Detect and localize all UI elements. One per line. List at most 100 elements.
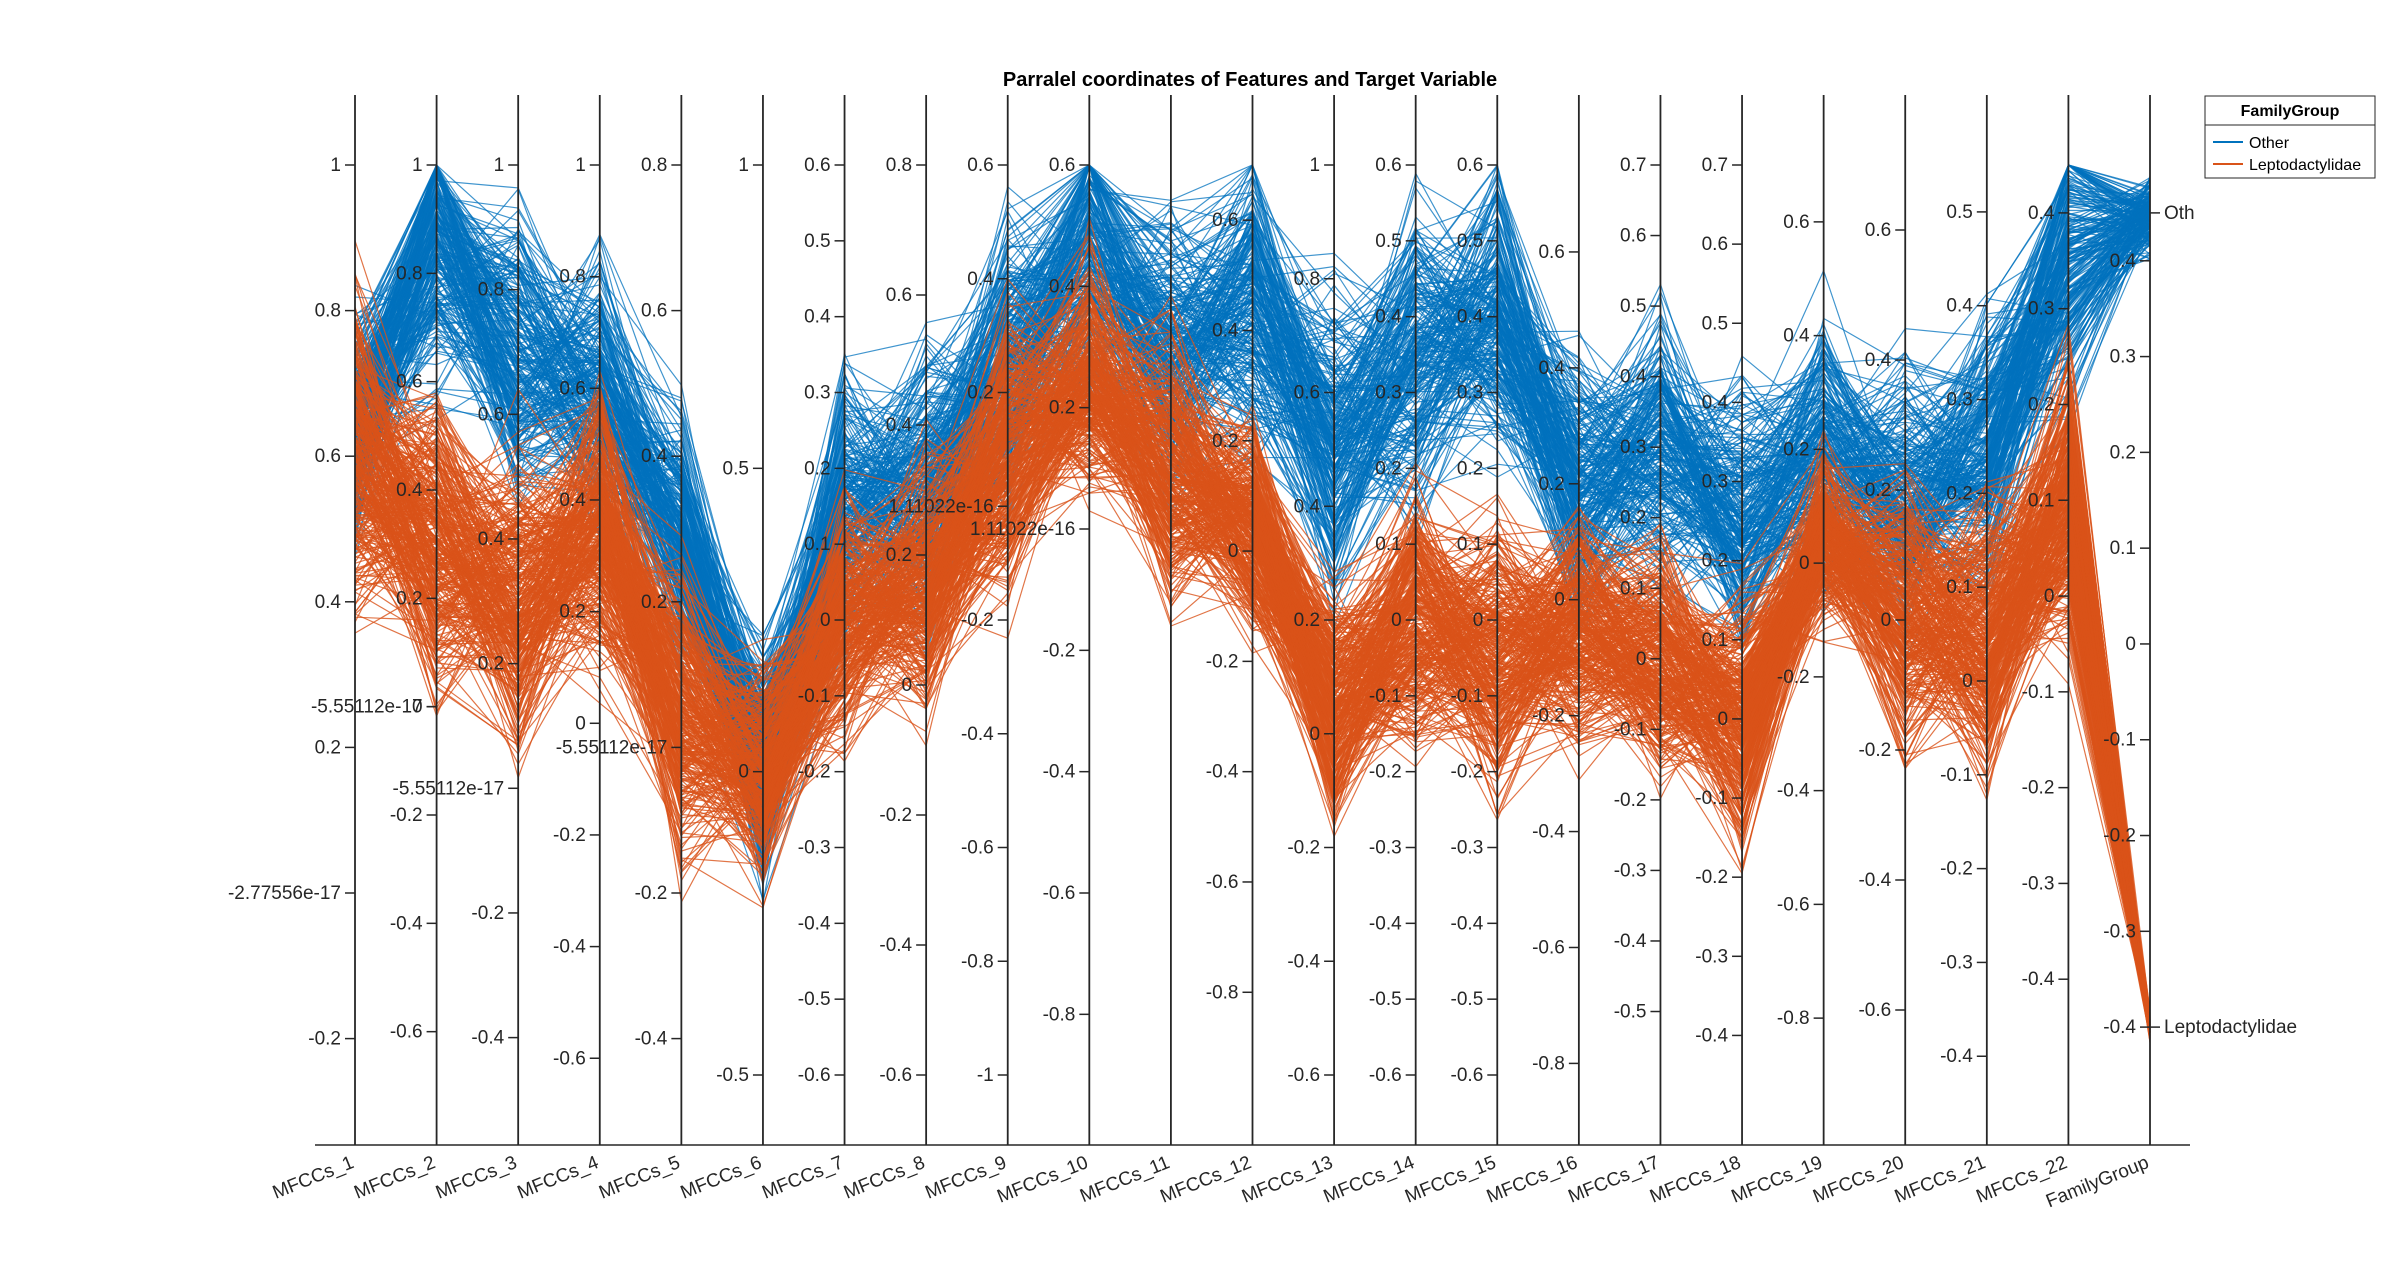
axis-tick-label: 0.3 — [2028, 299, 2054, 320]
axis-tick-label: 0 — [412, 697, 423, 718]
axis-tick-label: 1.11022e-16 — [970, 519, 1075, 540]
axis-tick-label: 0.6 — [1865, 220, 1891, 241]
right-axis-category-label: Leptodactylidae — [2164, 1017, 2297, 1038]
axis-tick-label: -0.3 — [1451, 838, 1484, 859]
axis-tick-label: 0.6 — [804, 155, 830, 176]
axis-tick-label: -0.2 — [879, 805, 912, 826]
axis-tick-label: 0.2 — [2110, 442, 2136, 463]
axis-tick-label: 0.5 — [1457, 231, 1483, 252]
axis-name-label: MFCCs_18 — [1647, 1152, 1744, 1207]
axis-tick-label: -0.4 — [635, 1029, 668, 1050]
axis-tick-label: 0.6 — [886, 285, 912, 306]
axis-tick-label: -0.2 — [798, 762, 831, 783]
axis-tick-label: 0.2 — [315, 737, 341, 758]
axis-tick-label: -0.6 — [1043, 883, 1076, 904]
axis-tick-label: 0 — [1473, 610, 1484, 631]
axis-tick-label: -0.8 — [1777, 1008, 1810, 1029]
axis-tick-label: 0.2 — [559, 602, 585, 623]
axis-name-label: MFCCs_21 — [1892, 1152, 1989, 1207]
axis-tick-label: 0.6 — [641, 301, 667, 322]
axis-tick-label: 0.6 — [967, 155, 993, 176]
axis-tick-label: -0.3 — [2103, 921, 2136, 942]
axis-tick-label: 0.4 — [967, 269, 994, 290]
axis-tick-label: -0.6 — [798, 1065, 831, 1086]
axis-tick-label: -0.2 — [1206, 651, 1239, 672]
axis-tick-label: 0.4 — [1375, 307, 1402, 328]
axis-tick-label: -0.8 — [1532, 1053, 1565, 1074]
axis-tick-label: -0.1 — [1614, 719, 1647, 740]
axis-tick-label: 1 — [494, 155, 505, 176]
axis-tick-label: -0.6 — [1858, 1000, 1891, 1021]
axis-tick-label: -0.4 — [1614, 931, 1647, 952]
axis-name-label: MFCCs_17 — [1565, 1152, 1662, 1207]
axis-tick-label: -1 — [977, 1065, 994, 1086]
axis-tick-label: -0.2 — [553, 825, 586, 846]
axis-tick-label: 0.2 — [967, 383, 993, 404]
axis-tick-label: -0.3 — [2022, 873, 2055, 894]
axis-tick-label: 0.7 — [1620, 155, 1646, 176]
axis-tick-label: -0.1 — [2022, 682, 2055, 703]
axis-tick-label: -0.2 — [635, 883, 668, 904]
axis-tick-label: -5.55112e-17 — [393, 778, 505, 799]
axis-tick-label: 0.4 — [1457, 307, 1484, 328]
axis-tick-label: 0.4 — [886, 415, 913, 436]
axis-tick-label: -0.3 — [1695, 946, 1728, 967]
axis-tick-label: -0.1 — [1451, 686, 1484, 707]
axis-tick-label: 0.6 — [1538, 242, 1564, 263]
axis-tick-label: 0.1 — [1946, 577, 1972, 598]
axis-tick-label: 1 — [412, 155, 423, 176]
axis-tick-label: 0 — [1554, 590, 1565, 611]
axis-tick-label: 1 — [330, 155, 341, 176]
axis-name-label: MFCCs_3 — [433, 1152, 520, 1204]
axis-tick-label: 0.6 — [559, 378, 585, 399]
axis-tick-label: 0.3 — [1457, 383, 1483, 404]
axis-name-label: MFCCs_4 — [514, 1152, 602, 1204]
axis-tick-label: -0.2 — [1777, 667, 1810, 688]
axis-tick-label: -0.4 — [1451, 913, 1484, 934]
axis-tick-label: 0.4 — [2028, 203, 2055, 224]
axis-tick-label: 1 — [1310, 155, 1321, 176]
axis-tick-label: -0.4 — [1206, 762, 1239, 783]
axis-name-label: MFCCs_8 — [841, 1152, 928, 1204]
axis-tick-label: 0.1 — [1375, 534, 1401, 555]
axis-tick-label: -0.2 — [1858, 740, 1891, 761]
axis-tick-label: 0.6 — [1049, 155, 1075, 176]
axis-tick-label: -0.2 — [2103, 826, 2136, 847]
axis-tick-label: -0.8 — [1043, 1004, 1076, 1025]
axis-tick-label: 0.2 — [1212, 431, 1238, 452]
axis-tick-label: -0.6 — [390, 1022, 423, 1043]
axis-tick-label: -0.5 — [798, 989, 831, 1010]
axis-tick-label: 0.7 — [1702, 155, 1728, 176]
axis-tick-label: 0.8 — [1294, 269, 1320, 290]
axis-tick-label: -0.4 — [879, 935, 912, 956]
axis-tick-label: -0.1 — [2103, 730, 2136, 751]
axis-tick-label: -0.2 — [1287, 838, 1320, 859]
axis-tick-label: 0.8 — [886, 155, 912, 176]
axis-tick-label: -0.3 — [1614, 860, 1647, 881]
axis-tick-label: -5.55112e-17 — [556, 737, 668, 758]
axis-tick-label: -0.5 — [1369, 989, 1402, 1010]
axis-tick-label: 0.4 — [478, 529, 505, 550]
axis-tick-label: 0 — [1228, 541, 1239, 562]
axis-tick-label: -0.4 — [390, 913, 423, 934]
axis-tick-label: 0.4 — [1294, 496, 1321, 517]
axis-tick-label: 1 — [575, 155, 586, 176]
axis-tick-label: 0.6 — [396, 372, 422, 393]
axis-tick-label: 0.5 — [723, 458, 749, 479]
axis-tick-label: 0.2 — [1049, 398, 1075, 419]
axis-tick-label: -0.3 — [1940, 952, 1973, 973]
axis-tick-label: 0.2 — [1375, 458, 1401, 479]
axis-tick-label: 0.3 — [1375, 383, 1401, 404]
legend-label-leptodactylidae: Leptodactylidae — [2249, 157, 2361, 174]
axis-tick-label: 0.3 — [1946, 390, 1972, 411]
axis-tick-label: -0.6 — [961, 838, 994, 859]
axis-tick-label: -0.4 — [1695, 1025, 1728, 1046]
axis-tick-label: 0.1 — [1702, 630, 1728, 651]
axis-tick-label: 0.4 — [1538, 358, 1565, 379]
axis-name-label: MFCCs_7 — [759, 1152, 846, 1204]
axis-tick-label: 0.1 — [2028, 490, 2054, 511]
axis-tick-label: -2.77556e-17 — [228, 883, 341, 904]
axis-tick-label: 0.4 — [1865, 350, 1892, 371]
axis-name-label: MFCCs_5 — [596, 1152, 683, 1204]
